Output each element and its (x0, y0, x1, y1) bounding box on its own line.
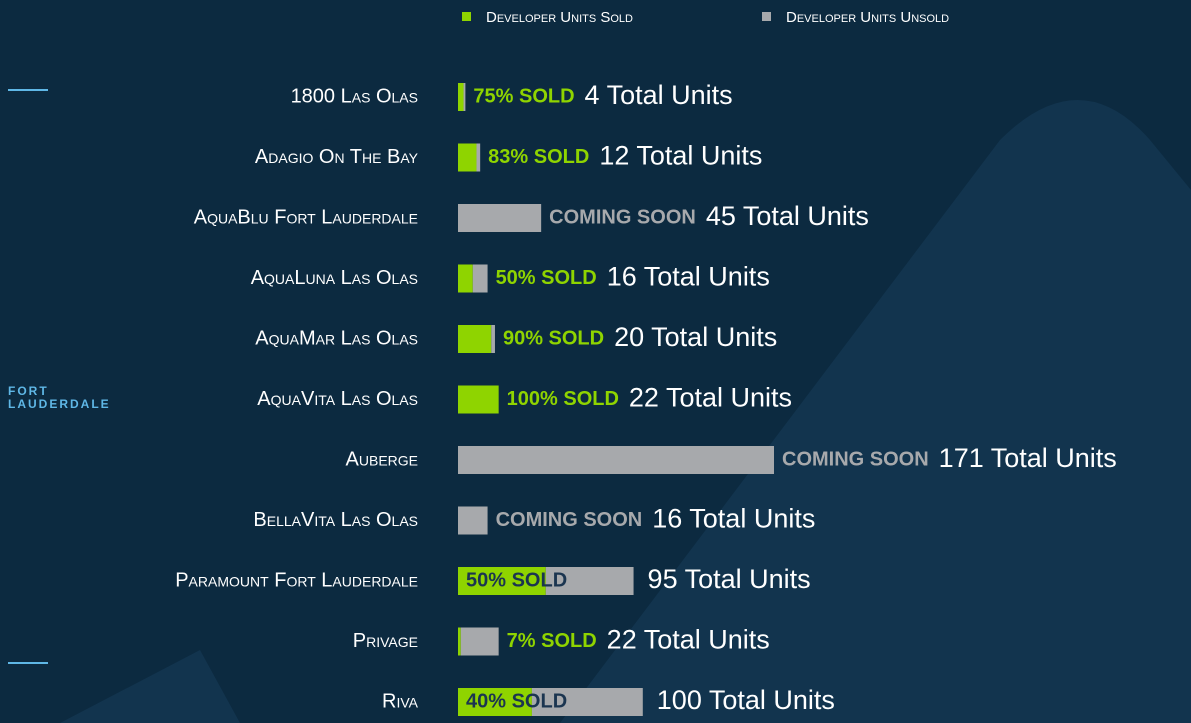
category-label: Privage (353, 630, 418, 652)
category-label: Auberge (346, 448, 418, 470)
status-label: 50% SOLD (496, 267, 597, 289)
bar-segment (545, 567, 634, 595)
total-label: 45 Total Units (706, 201, 869, 231)
bar-segment (458, 264, 473, 293)
bar-segment (458, 506, 488, 535)
total-label: 22 Total Units (629, 383, 792, 413)
status-label: 100% SOLD (507, 388, 619, 410)
status-label: COMING SOON (549, 206, 696, 228)
legend-label: Developer Units Unsold (786, 9, 949, 26)
category-label: AquaLuna Las Olas (251, 267, 418, 289)
category-label: Riva (382, 690, 419, 712)
legend-label: Developer Units Sold (486, 9, 633, 26)
category-label: AquaBlu Fort Lauderdale (194, 206, 418, 228)
bar-segment (476, 143, 481, 172)
bar-segment (458, 83, 464, 111)
category-label: AquaVita Las Olas (257, 388, 418, 410)
bar-segment (531, 688, 643, 716)
legend-swatch (462, 12, 471, 21)
total-label: 16 Total Units (607, 262, 770, 292)
total-label: 95 Total Units (648, 564, 811, 594)
bar-segment (491, 325, 495, 353)
bar-segment (458, 627, 461, 656)
bar-segment (458, 325, 492, 353)
total-label: 171 Total Units (939, 443, 1117, 473)
logo-decor (560, 100, 1191, 723)
bar-segment (458, 567, 546, 595)
bar-segment (458, 143, 477, 172)
total-label: 4 Total Units (585, 80, 733, 110)
bar-segment (463, 83, 466, 111)
category-label: AquaMar Las Olas (255, 327, 418, 349)
status-label: 50% SOLD (466, 569, 567, 591)
category-label: 1800 Las Olas (291, 85, 418, 107)
total-label: 16 Total Units (652, 504, 815, 534)
total-label: 100 Total Units (657, 685, 835, 715)
bar-segment (460, 627, 499, 656)
status-label: COMING SOON (496, 509, 643, 531)
legend-swatch (762, 12, 771, 21)
category-label: BellaVita Las Olas (253, 509, 418, 531)
status-label: 75% SOLD (473, 85, 574, 107)
bar-segment (458, 446, 774, 474)
bar-segment (472, 264, 488, 293)
status-label: COMING SOON (782, 448, 929, 470)
category-label: Paramount Fort Lauderdale (175, 569, 418, 591)
logo-decor (60, 650, 240, 723)
status-label: 40% SOLD (466, 690, 567, 712)
sidebar-label: FORT LAUDERDALE (8, 385, 111, 411)
bar-segment (458, 385, 499, 414)
bar-segment (458, 688, 532, 716)
sidebar: FORT LAUDERDALE (8, 385, 111, 411)
status-label: 83% SOLD (488, 146, 589, 168)
total-label: 20 Total Units (614, 322, 777, 352)
total-label: 12 Total Units (599, 141, 762, 171)
status-label: 90% SOLD (503, 327, 604, 349)
total-label: 22 Total Units (607, 625, 770, 655)
category-label: Adagio On The Bay (255, 146, 419, 168)
bar-segment (458, 204, 542, 232)
status-label: 7% SOLD (507, 630, 597, 652)
